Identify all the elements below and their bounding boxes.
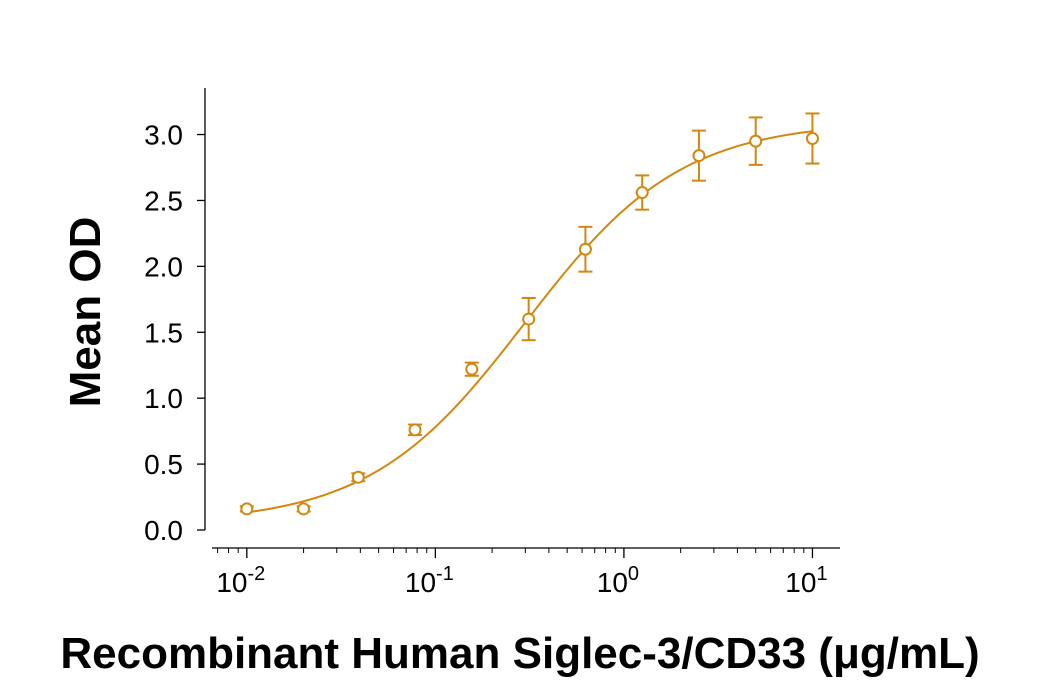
x-tick-label: 101 <box>785 563 827 598</box>
y-tick-label: 2.0 <box>144 251 183 282</box>
y-tick-label: 2.5 <box>144 185 183 216</box>
data-point-group <box>351 470 366 484</box>
x-axis-title: Recombinant Human Siglec-3/CD33 (μg/mL) <box>60 629 979 678</box>
data-point <box>692 149 706 163</box>
data-point-group <box>748 116 763 166</box>
y-tick-label: 1.0 <box>144 383 183 414</box>
data-point-group <box>578 225 593 273</box>
data-point <box>522 312 536 326</box>
tick-labels: 0.0 0.5 1.0 1.5 2.0 2.5 3.0 10-2 10-1 100 101 <box>144 120 828 598</box>
x-tick-label: 10-1 <box>405 563 454 598</box>
data-point <box>297 502 311 516</box>
data-point-group <box>408 423 423 437</box>
data-point <box>749 134 763 148</box>
data-points-layer <box>239 112 820 516</box>
data-point-group <box>296 502 311 516</box>
data-point <box>805 132 819 145</box>
data-point-group <box>635 174 650 211</box>
y-axis-title: Mean OD <box>61 217 110 408</box>
axes <box>197 88 840 558</box>
y-tick-label: 0.5 <box>144 449 183 480</box>
data-point <box>408 423 422 437</box>
data-point-group <box>805 112 820 165</box>
y-tick-label: 0.0 <box>144 515 183 546</box>
data-point-group <box>464 361 479 377</box>
data-point <box>351 470 365 484</box>
y-tick-label: 1.5 <box>144 317 183 348</box>
x-tick-label: 100 <box>597 563 639 598</box>
y-tick-label: 3.0 <box>144 120 183 151</box>
x-tick-label: 10-2 <box>216 563 265 598</box>
data-point <box>578 242 592 256</box>
data-point <box>635 186 649 200</box>
data-point <box>465 362 479 376</box>
data-point-group <box>239 502 254 516</box>
data-point-group <box>691 129 706 182</box>
data-point <box>240 502 254 516</box>
data-point-group <box>521 297 536 342</box>
